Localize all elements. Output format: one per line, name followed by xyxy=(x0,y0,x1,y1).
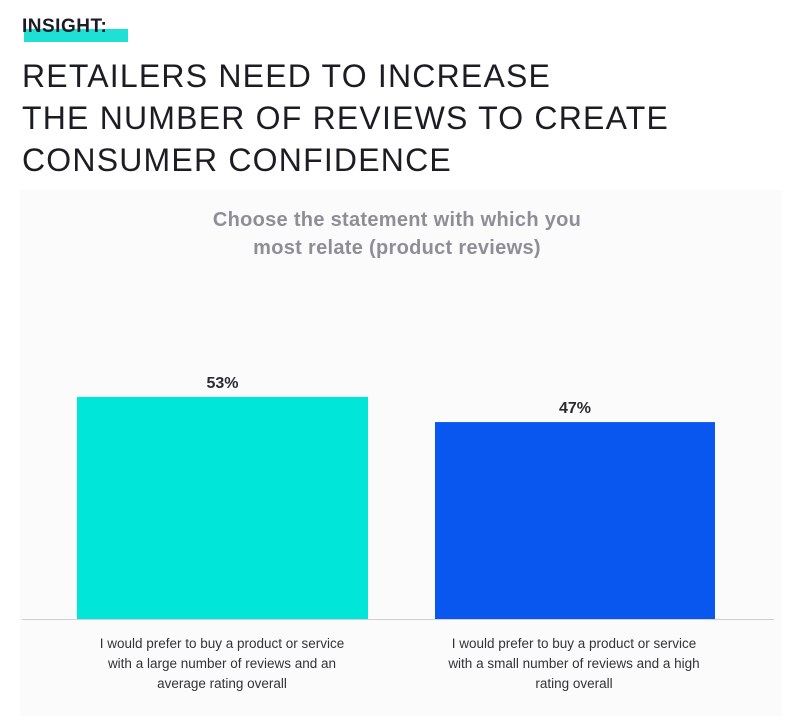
category-label-2-line-3: rating overall xyxy=(535,676,613,691)
headline-line-3: CONSUMER CONFIDENCE xyxy=(22,142,452,178)
value-label-2: 47% xyxy=(559,400,591,417)
insight-highlight xyxy=(24,29,128,42)
chart-title: Choose the statement with which you most… xyxy=(160,206,634,262)
bar-2 xyxy=(435,422,715,619)
category-label-2-line-1: I would prefer to buy a product or servi… xyxy=(451,636,697,651)
value-label-1: 53% xyxy=(206,375,238,392)
category-label-1-line-1: I would prefer to buy a product or servi… xyxy=(99,636,345,651)
chart-title-line-2: most relate (product reviews) xyxy=(253,237,541,259)
category-label-2: I would prefer to buy a product or servi… xyxy=(424,634,724,694)
category-label-2-line-2: with a small number of reviews and a hig… xyxy=(448,656,700,671)
insight-label: INSIGHT: xyxy=(22,16,108,37)
headline-line-1: RETAILERS NEED TO INCREASE xyxy=(22,58,552,94)
insight-tag: INSIGHT: xyxy=(22,16,128,42)
category-label-1-line-3: average rating overall xyxy=(157,676,287,691)
category-label-1-line-2: with a large number of reviews and an xyxy=(107,656,337,671)
headline-line-2: THE NUMBER OF REVIEWS TO CREATE xyxy=(22,100,670,136)
chart-title-line-1: Choose the statement with which you xyxy=(212,209,582,231)
headline: RETAILERS NEED TO INCREASE THE NUMBER OF… xyxy=(22,55,669,181)
category-label-1: I would prefer to buy a product or servi… xyxy=(72,634,372,694)
bar-1 xyxy=(77,396,368,619)
